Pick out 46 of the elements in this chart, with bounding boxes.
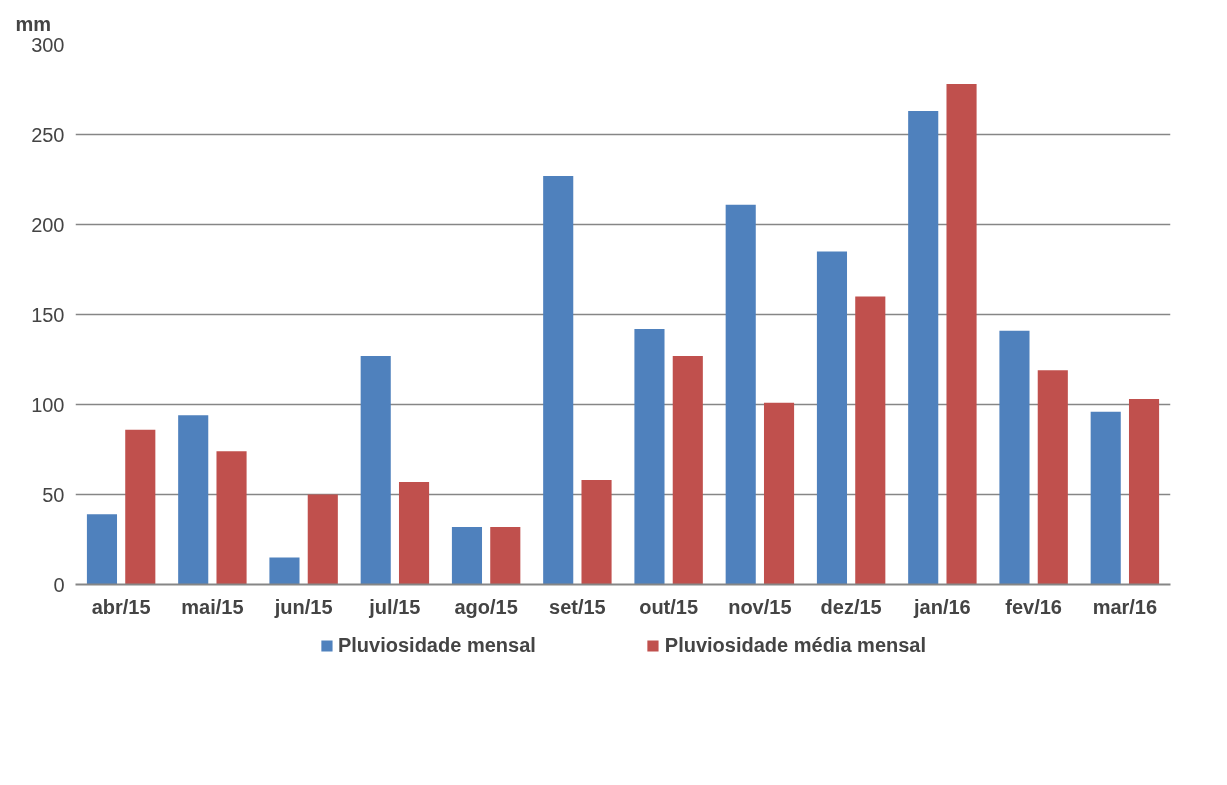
bar bbox=[178, 415, 209, 585]
bar bbox=[999, 330, 1030, 585]
bar bbox=[1090, 411, 1121, 585]
y-tick-label: 100 bbox=[31, 393, 65, 416]
x-tick-label: jun/15 bbox=[273, 595, 333, 618]
y-tick-label: 150 bbox=[31, 303, 65, 326]
bar bbox=[451, 526, 483, 585]
bar bbox=[634, 328, 665, 585]
bar bbox=[269, 557, 300, 585]
bar bbox=[816, 251, 848, 585]
x-tick-label: jan/16 bbox=[913, 595, 971, 618]
y-tick-label: 300 bbox=[31, 33, 65, 56]
bar bbox=[86, 514, 118, 585]
y-tick-label: 0 bbox=[53, 573, 65, 596]
x-tick-label: nov/15 bbox=[728, 595, 792, 618]
bar bbox=[855, 296, 886, 585]
bar bbox=[307, 494, 338, 585]
bar bbox=[360, 355, 391, 585]
bar bbox=[908, 111, 939, 585]
x-tick-label: fev/16 bbox=[1005, 595, 1062, 618]
x-tick-label: mai/15 bbox=[181, 595, 244, 618]
x-tick-label: jul/15 bbox=[368, 595, 421, 618]
bar bbox=[398, 481, 430, 585]
y-axis-title: mm bbox=[15, 12, 52, 35]
bar bbox=[725, 204, 756, 585]
legend-label: Pluviosidade mensal bbox=[337, 633, 536, 657]
y-tick-label: 200 bbox=[31, 213, 65, 236]
bar bbox=[1037, 370, 1068, 585]
bar bbox=[543, 175, 574, 585]
x-tick-label: set/15 bbox=[549, 595, 606, 618]
x-tick-label: dez/15 bbox=[820, 595, 882, 618]
bar bbox=[1128, 399, 1160, 585]
y-tick-label: 250 bbox=[31, 123, 65, 146]
x-tick-label: ago/15 bbox=[454, 595, 518, 618]
x-tick-label: out/15 bbox=[639, 595, 699, 618]
bar bbox=[763, 402, 795, 585]
bar bbox=[946, 84, 977, 585]
x-tick-label: mar/16 bbox=[1092, 595, 1158, 618]
bar bbox=[581, 480, 612, 585]
bar bbox=[125, 429, 156, 585]
x-tick-label: abr/15 bbox=[91, 595, 151, 618]
bar bbox=[216, 451, 247, 585]
bar bbox=[490, 526, 521, 585]
legend-label: Pluviosidade média mensal bbox=[664, 633, 927, 657]
bar bbox=[672, 355, 703, 585]
y-tick-label: 50 bbox=[42, 483, 65, 506]
